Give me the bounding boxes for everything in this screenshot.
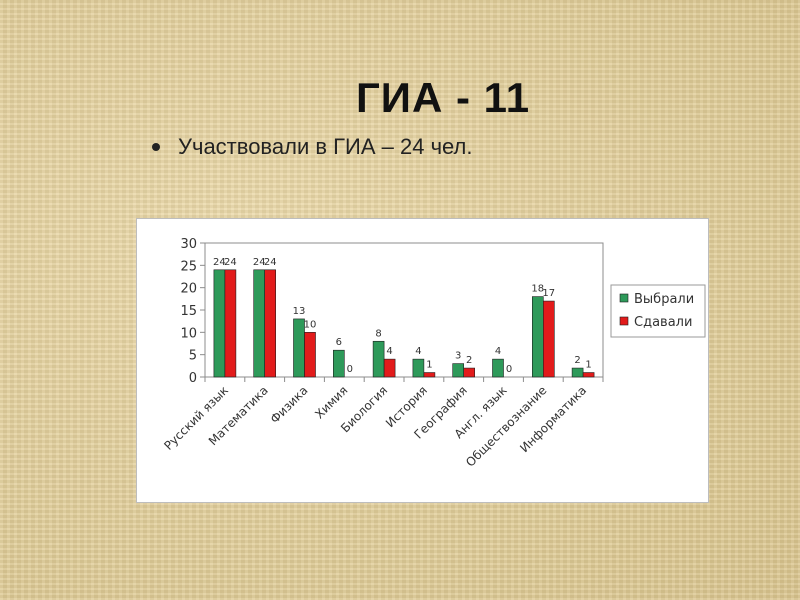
data-label: 24	[264, 257, 277, 268]
data-label: 0	[347, 364, 353, 375]
y-tick-label: 10	[180, 326, 197, 341]
data-label: 0	[506, 364, 512, 375]
legend	[610, 284, 706, 338]
bar-sdavali	[542, 300, 555, 378]
data-label: 4	[386, 346, 392, 357]
bar-sdavali	[423, 372, 436, 378]
data-label: 2	[574, 355, 580, 366]
y-tick-label: 30	[180, 237, 197, 252]
bar-vybrali	[253, 269, 265, 378]
bar-sdavali	[383, 358, 396, 378]
data-label: 13	[293, 306, 306, 317]
bar-sdavali	[264, 269, 276, 378]
bar-vybrali	[213, 269, 226, 378]
bar-sdavali	[304, 332, 316, 378]
legend-swatch	[619, 316, 629, 326]
legend-label: Сдавали	[634, 315, 692, 330]
data-label: 4	[415, 346, 421, 357]
bar-vybrali	[492, 358, 504, 378]
data-label: 1	[426, 360, 432, 371]
data-label: 6	[336, 337, 342, 348]
bar-vybrali	[412, 358, 425, 378]
bar-vybrali	[452, 363, 465, 378]
bar-vybrali	[571, 367, 584, 378]
legend-swatch	[619, 293, 629, 303]
y-tick-label: 0	[189, 371, 197, 386]
slide-title: ГИА - 11	[356, 74, 531, 121]
data-label: 4	[495, 346, 501, 357]
y-tick-label: 25	[180, 259, 197, 274]
data-label: 18	[531, 284, 544, 295]
legend-label: Выбрали	[634, 292, 694, 307]
bar-vybrali	[333, 349, 345, 378]
data-label: 3	[455, 351, 461, 362]
y-tick-label: 20	[180, 282, 197, 297]
data-label: 24	[213, 257, 226, 268]
bar-sdavali	[224, 269, 237, 378]
bar-sdavali	[463, 367, 476, 378]
y-tick-label: 5	[189, 349, 197, 364]
data-label: 17	[542, 288, 555, 299]
bullet-item: Участвовали в ГИА – 24 чел.	[152, 134, 473, 160]
data-label: 1	[585, 360, 591, 371]
bar-vybrali	[372, 340, 385, 378]
category-label: Химия	[312, 383, 350, 421]
bar-sdavali	[582, 372, 595, 378]
category-label: Физика	[268, 383, 311, 426]
bullet-dot-icon	[152, 143, 160, 151]
chart-container: 0 5 10 15 20 25 30 24 24 Русский язык 24 24 Математи…	[136, 218, 709, 503]
bar-vybrali	[531, 296, 544, 378]
data-label: 24	[253, 257, 266, 268]
y-tick-label: 15	[180, 304, 197, 319]
data-label: 2	[466, 355, 472, 366]
bullet-text: Участвовали в ГИА – 24 чел.	[178, 134, 473, 159]
data-label: 10	[304, 319, 317, 330]
data-label: 8	[375, 328, 381, 339]
data-label: 24	[224, 257, 237, 268]
